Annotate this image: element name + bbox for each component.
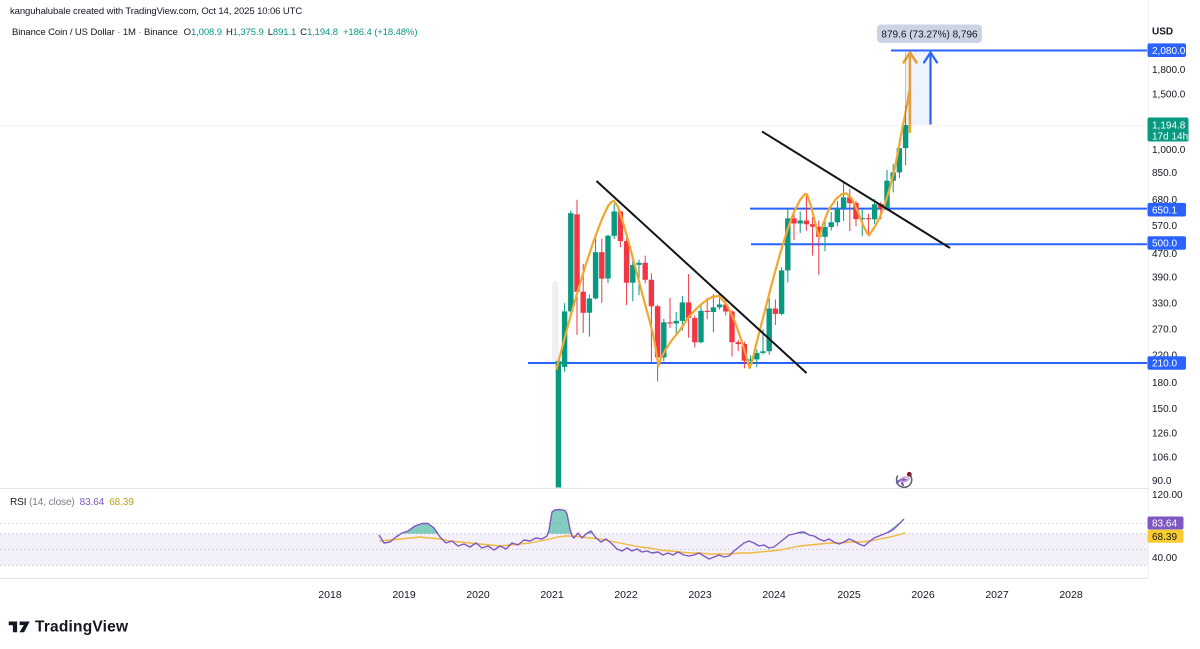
svg-text:470.0: 470.0 [1152,249,1177,260]
svg-text:Binance Coin / US Dollar · 1M: Binance Coin / US Dollar · 1M · Binance O… [12,27,417,38]
svg-text:879.6 (73.27%) 8,796: 879.6 (73.27%) 8,796 [881,30,978,41]
svg-text:2023: 2023 [688,589,712,601]
svg-text:2028: 2028 [1059,589,1083,601]
svg-text:1,500.0: 1,500.0 [1152,89,1186,100]
svg-text:680.0: 680.0 [1152,195,1177,206]
svg-text:330.0: 330.0 [1152,299,1177,310]
svg-text:90.0: 90.0 [1152,476,1172,487]
svg-text:1,800.0: 1,800.0 [1152,65,1186,76]
svg-text:650.1: 650.1 [1152,205,1177,216]
svg-text:120.00: 120.00 [1152,490,1183,501]
svg-text:1,000.0: 1,000.0 [1152,145,1186,156]
svg-text:2021: 2021 [540,589,564,601]
svg-text:2022: 2022 [614,589,638,601]
svg-text:kanguhalubale created with Tra: kanguhalubale created with TradingView.c… [10,6,302,17]
svg-text:2019: 2019 [392,589,416,601]
svg-text:126.0: 126.0 [1152,428,1177,439]
svg-text:570.0: 570.0 [1152,221,1177,232]
svg-text:500.0: 500.0 [1152,239,1177,250]
svg-text:83.64: 83.64 [1152,519,1177,530]
svg-text:68.39: 68.39 [1152,532,1177,543]
svg-text:850.0: 850.0 [1152,168,1177,179]
svg-text:180.0: 180.0 [1152,378,1177,389]
svg-text:270.0: 270.0 [1152,325,1177,336]
svg-text:1,194.8: 1,194.8 [1152,120,1186,131]
svg-text:2024: 2024 [762,589,786,601]
svg-text:106.0: 106.0 [1152,453,1177,464]
svg-text:2025: 2025 [837,589,861,601]
svg-text:2,080.0: 2,080.0 [1152,46,1186,57]
svg-text:USD: USD [1152,26,1173,37]
svg-text:2018: 2018 [318,589,342,601]
svg-text:390.0: 390.0 [1152,273,1177,284]
svg-text:150.0: 150.0 [1152,404,1177,415]
svg-text:40.00: 40.00 [1152,553,1177,564]
svg-text:2026: 2026 [911,589,935,601]
svg-text:2020: 2020 [466,589,490,601]
svg-text:17d 14h: 17d 14h [1152,131,1188,142]
svg-text:TradingView: TradingView [35,619,129,636]
svg-text:220.0: 220.0 [1152,351,1177,362]
svg-text:210.0: 210.0 [1152,359,1177,370]
svg-text:2027: 2027 [985,589,1009,601]
